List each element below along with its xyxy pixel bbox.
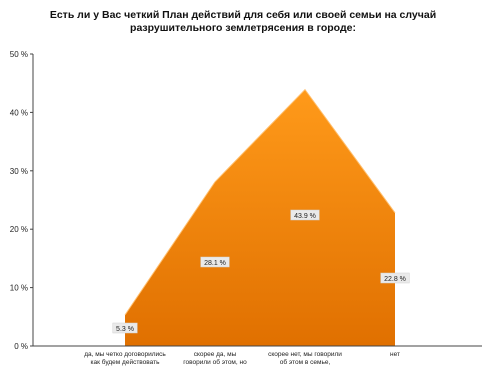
x-tick-label: да, мы четко договорились (84, 351, 166, 358)
chart-title: Есть ли у Вас четкий План действий для с… (20, 9, 466, 35)
chart-title-line-2: разрушительного землетрясения в городе: (130, 22, 356, 34)
x-tick-label: скорее да, мы (194, 351, 237, 358)
axis-layer: 0 % 10 % 20 % 30 % 40 % 50 % да, мы четко дого… (10, 50, 482, 366)
y-tick-label: 40 % (10, 108, 28, 117)
data-label-box (290, 209, 320, 221)
x-tick-label: об этом в семье, (280, 358, 331, 366)
y-tick-label: 10 % (10, 284, 28, 293)
x-tick-label: скорее нет, мы говорили (268, 351, 342, 358)
area-series (125, 89, 395, 346)
chart-title-line-1: Есть ли у Вас четкий План действий для с… (49, 9, 437, 21)
y-tick-label: 20 % (10, 225, 28, 234)
data-label-box (380, 272, 410, 284)
data-label: 28.1 % (204, 260, 226, 267)
x-tick-label: нет (390, 351, 400, 358)
y-tick-label: 50 % (10, 50, 28, 59)
y-tick-label: 30 % (10, 167, 28, 176)
data-label: 22.8 % (384, 276, 406, 283)
y-tick-label: 0 % (14, 342, 28, 351)
x-tick-label: как будем действовать (90, 358, 160, 366)
data-label-box (200, 256, 230, 268)
data-label-box (112, 322, 138, 334)
data-label: 43.9 % (294, 213, 316, 220)
x-tick-label: говорили об этом, но (183, 358, 247, 366)
data-label: 5.3 % (116, 326, 134, 333)
data-label-layer: 5.3 % 28.1 % 43.9 % 22.8 % (112, 209, 410, 334)
area-layer (124, 88, 396, 346)
area-series-edge (124, 88, 396, 316)
